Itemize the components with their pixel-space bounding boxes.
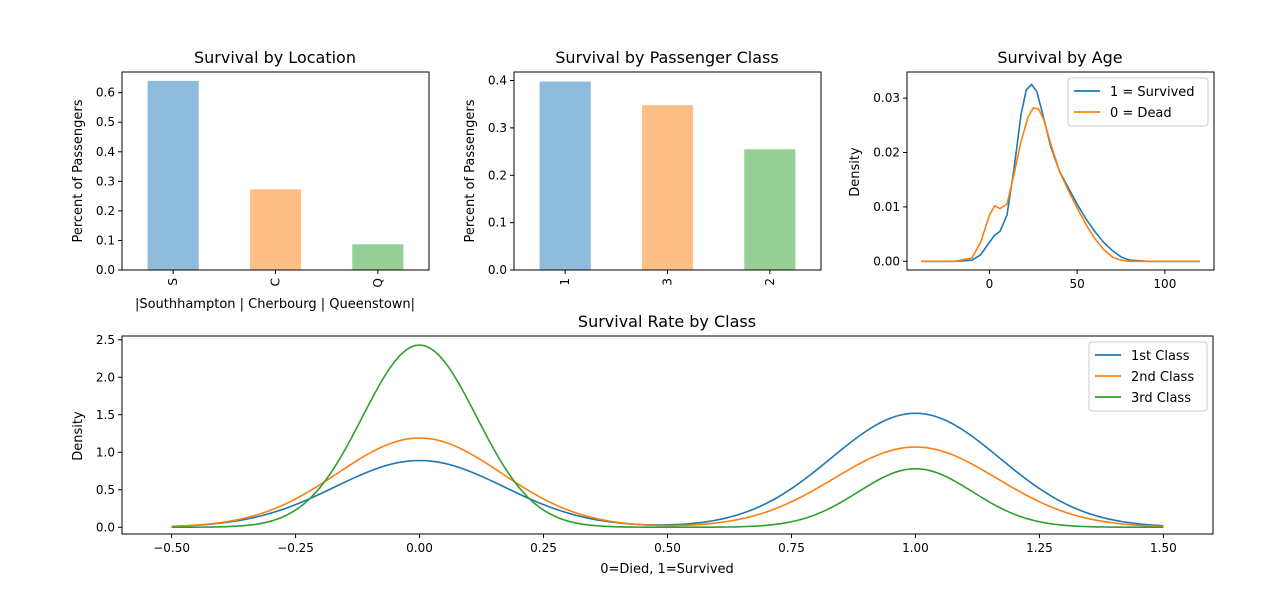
chart-survival-by-age: Survival by Age Density 0.00 0.01 0.02 0.03…	[848, 48, 1215, 291]
y-tick-label: 1.5	[96, 408, 115, 422]
legend-box	[1088, 341, 1208, 412]
bar	[352, 244, 404, 270]
x-axis-label: 0=Died, 1=Survived	[600, 562, 734, 577]
series-line	[921, 106, 1200, 263]
x-tick-label: 1.00	[902, 541, 929, 555]
chart-survival-by-passenger-class: Survival by Passenger Class Percent of P…	[463, 48, 822, 286]
series-line	[171, 344, 1164, 529]
series-line	[171, 437, 1164, 528]
x-tick-label: 1.25	[1026, 541, 1053, 555]
y-tick-label: 0.3	[96, 174, 115, 188]
y-tick-label: 0.2	[96, 204, 115, 218]
x-tick-label: C	[269, 278, 283, 286]
y-tick-label: 0.1	[488, 216, 507, 230]
chart-title: Survival by Passenger Class	[555, 48, 778, 67]
y-tick-label: 0.3	[488, 121, 507, 135]
x-tick-label: 0.00	[406, 541, 433, 555]
y-tick-label: 0.6	[96, 86, 115, 100]
x-tick-label: 0.25	[530, 541, 557, 555]
y-tick-label: 0.00	[873, 254, 900, 268]
x-axis-label: |Southhampton | Cherbourg | Queenstown|	[135, 297, 415, 312]
chart-title: Survival Rate by Class	[578, 312, 756, 331]
y-tick-label: 0.01	[873, 200, 900, 214]
series-line	[921, 83, 1200, 263]
x-tick-label: 0.75	[778, 541, 805, 555]
y-axis-label: Percent of Passengers	[71, 99, 86, 242]
x-tick-label: 2	[763, 278, 777, 286]
plot-area: 0.0 0.5 1.0 1.5 2.0 2.5 −0.50 −0.25 0.00 0.25 0.50…	[96, 333, 1214, 555]
y-tick-label: 0.0	[96, 263, 115, 277]
y-tick-label: 0.1	[96, 233, 115, 247]
x-tick-label: 0.50	[654, 541, 681, 555]
y-tick-label: 0.5	[96, 115, 115, 129]
y-axis-label: Density	[848, 147, 863, 197]
x-tick-label: −0.50	[153, 541, 190, 555]
bar	[539, 81, 591, 270]
x-tick-label: 3	[661, 278, 675, 286]
chart-survival-by-location: Survival by Location Percent of Passenge…	[71, 48, 430, 312]
chart-title: Survival by Location	[194, 48, 356, 67]
x-tick-label: 100	[1153, 277, 1176, 291]
y-tick-label: 0.02	[873, 146, 900, 160]
legend-label: 2nd Class	[1131, 370, 1194, 385]
plot-area: 0.0 0.1 0.2 0.3 0.4 1 3 2	[488, 71, 822, 286]
y-axis-label: Percent of Passengers	[463, 99, 478, 242]
y-tick-label: 2.0	[96, 370, 115, 384]
y-tick-label: 0.4	[488, 74, 507, 88]
y-tick-label: 2.5	[96, 333, 115, 347]
x-tick-label: Q	[371, 278, 385, 287]
y-tick-label: 0.4	[96, 145, 115, 159]
y-tick-label: 0.0	[488, 263, 507, 277]
plot-area: 0.0 0.1 0.2 0.3 0.4 0.5 0.6 S C Q	[96, 71, 430, 287]
x-tick-label: 1	[558, 278, 572, 286]
legend-label: 3rd Class	[1131, 391, 1191, 406]
bar	[147, 80, 199, 271]
bar	[249, 189, 302, 270]
x-tick-label: 50	[1070, 277, 1085, 291]
bar	[744, 149, 796, 270]
x-tick-label: −0.25	[277, 541, 314, 555]
y-tick-label: 0.03	[873, 91, 900, 105]
legend-label: 1 = Survived	[1110, 85, 1195, 100]
y-tick-label: 0.0	[96, 520, 115, 534]
y-tick-label: 1.0	[96, 445, 115, 459]
chart-title: Survival by Age	[997, 48, 1122, 67]
x-tick-label: 0	[986, 277, 994, 291]
bar	[641, 105, 694, 270]
x-tick-label: 1.50	[1150, 541, 1177, 555]
chart-survival-rate-by-class: Survival Rate by Class Density 0=Died, 1…	[71, 312, 1214, 577]
legend-label: 0 = Dead	[1110, 106, 1172, 121]
legend-label: 1st Class	[1131, 349, 1190, 364]
plot-frame	[906, 71, 1215, 271]
plot-area: 0.00 0.01 0.02 0.03 0 50 100 1 = Survived 0 = De…	[873, 71, 1215, 291]
y-tick-label: 0.2	[488, 168, 507, 182]
y-tick-label: 0.5	[96, 483, 115, 497]
x-tick-label: S	[166, 278, 180, 286]
legend-box	[1067, 77, 1209, 127]
y-axis-label: Density	[71, 411, 86, 461]
